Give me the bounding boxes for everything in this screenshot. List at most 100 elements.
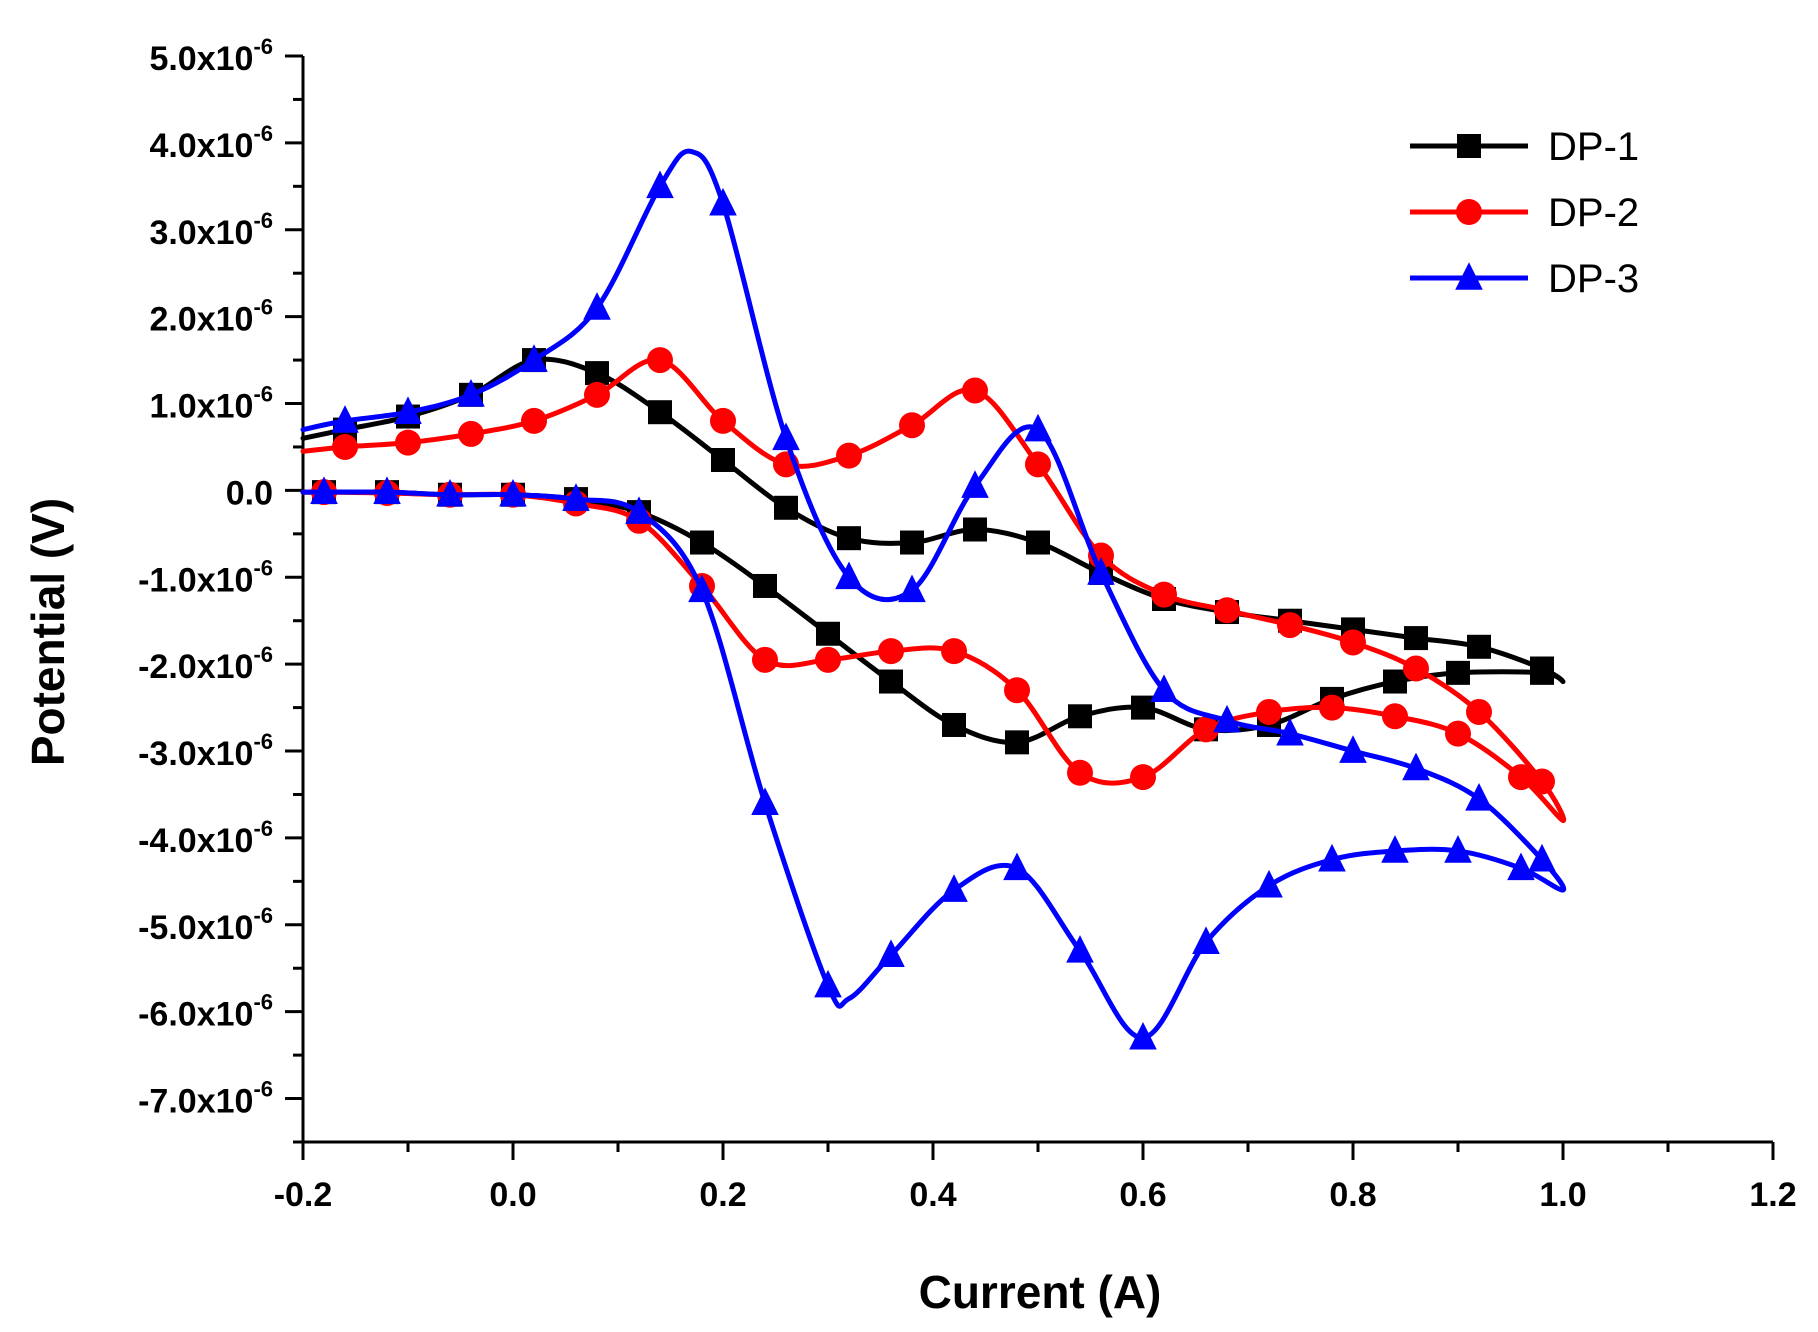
data-point: [1404, 626, 1428, 651]
data-point: [877, 939, 905, 968]
data-point: [940, 874, 968, 902]
x-tick-label: -0.2: [274, 1176, 333, 1214]
axes: -0.2 0.0 0.2 0.4 0.6 0.8 1.0 1.2 5.0x10-6 4.0x10-…: [138, 34, 1797, 1214]
data-point: [1193, 716, 1219, 743]
data-point: [584, 381, 610, 408]
data-point: [1529, 768, 1555, 795]
legend-marker: [1457, 134, 1481, 158]
legend-marker: [1456, 199, 1482, 225]
data-point: [1276, 717, 1304, 746]
data-point: [1403, 655, 1429, 682]
y-tick-label: -1.0x10-6: [138, 555, 273, 599]
data-point: [899, 412, 925, 439]
x-tick-label: 1.2: [1749, 1176, 1796, 1214]
data-point: [562, 483, 590, 511]
data-point: [1467, 634, 1491, 659]
data-point: [1319, 694, 1345, 721]
y-tick-label: -2.0x10-6: [138, 642, 273, 686]
data-point: [458, 420, 484, 447]
series-line: [300, 356, 1566, 745]
data-point: [1508, 764, 1534, 791]
data-point: [752, 646, 778, 673]
data-point: [521, 407, 547, 434]
data-point: [1068, 704, 1092, 729]
legend-item-dp-2: DP-2: [1410, 191, 1639, 235]
data-point: [751, 787, 779, 815]
legend-label: DP-2: [1548, 191, 1639, 235]
data-point: [520, 344, 548, 372]
y-tick-label: 1.0x10-6: [149, 382, 273, 426]
data-point: [711, 447, 735, 472]
data-point: [1465, 783, 1493, 811]
data-point: [836, 442, 862, 469]
data-point: [1130, 764, 1156, 791]
data-point: [1087, 557, 1115, 585]
data-point: [499, 478, 527, 507]
y-tick-label: -3.0x10-6: [138, 729, 273, 773]
legend-item-dp-3: DP-3: [1410, 257, 1639, 301]
data-point: [310, 476, 338, 504]
y-tick-label: -4.0x10-6: [138, 816, 273, 860]
data-point: [835, 561, 863, 590]
data-point: [1383, 669, 1407, 694]
legend-label: DP-3: [1548, 257, 1639, 301]
data-point: [962, 377, 988, 404]
data-point: [879, 669, 903, 694]
data-point: [1214, 597, 1240, 624]
legend: DP-1 DP-2 DP-3: [1410, 125, 1639, 301]
data-point: [815, 646, 841, 673]
data-point: [753, 573, 777, 598]
data-point: [1528, 843, 1556, 872]
data-point: [772, 422, 800, 451]
data-point: [1024, 413, 1052, 442]
data-point: [1004, 677, 1030, 704]
x-tick-label: 1.0: [1539, 1176, 1586, 1214]
data-point: [585, 361, 609, 386]
data-point: [373, 476, 401, 504]
y-tick-label: -6.0x10-6: [138, 990, 273, 1034]
data-point: [1129, 1021, 1157, 1050]
data-point: [1256, 698, 1282, 725]
data-point: [1446, 660, 1470, 685]
data-point: [690, 530, 714, 555]
series-line: [300, 148, 1567, 1041]
data-point: [1255, 869, 1283, 898]
data-point: [961, 470, 989, 498]
data-point: [837, 526, 861, 551]
data-point: [941, 638, 967, 665]
data-point: [1530, 660, 1554, 685]
data-point: [436, 478, 464, 507]
data-point: [688, 574, 716, 603]
data-point: [1005, 730, 1029, 755]
data-point: [1067, 759, 1093, 786]
data-point: [1151, 581, 1177, 608]
data-point: [1213, 704, 1241, 733]
data-point: [1466, 698, 1492, 725]
x-axis-title: Current (A): [919, 1266, 1162, 1318]
data-point: [332, 433, 358, 460]
legend-item-dp-1: DP-1: [1410, 125, 1639, 169]
data-point: [814, 969, 842, 998]
data-point: [878, 638, 904, 665]
series-dp-2: [300, 347, 1567, 824]
data-point: [1066, 935, 1094, 963]
data-point: [1382, 703, 1408, 730]
x-tick-label: 0.8: [1329, 1176, 1376, 1214]
legend-marker: [1455, 262, 1483, 290]
data-point: [816, 621, 840, 646]
data-point: [898, 574, 926, 603]
plot-area: [300, 148, 1567, 1050]
y-tick-label: 3.0x10-6: [149, 208, 273, 252]
data-point: [1340, 629, 1366, 656]
y-tick-label: 0.0: [226, 474, 273, 512]
data-point: [331, 405, 359, 433]
data-point: [625, 496, 653, 524]
legend-label: DP-1: [1548, 125, 1639, 169]
x-tick-label: 0.6: [1119, 1176, 1166, 1214]
data-point: [646, 170, 674, 199]
data-point: [1445, 720, 1471, 747]
y-tick-label: 4.0x10-6: [149, 121, 273, 165]
data-point: [1150, 674, 1178, 703]
data-point: [900, 530, 924, 555]
